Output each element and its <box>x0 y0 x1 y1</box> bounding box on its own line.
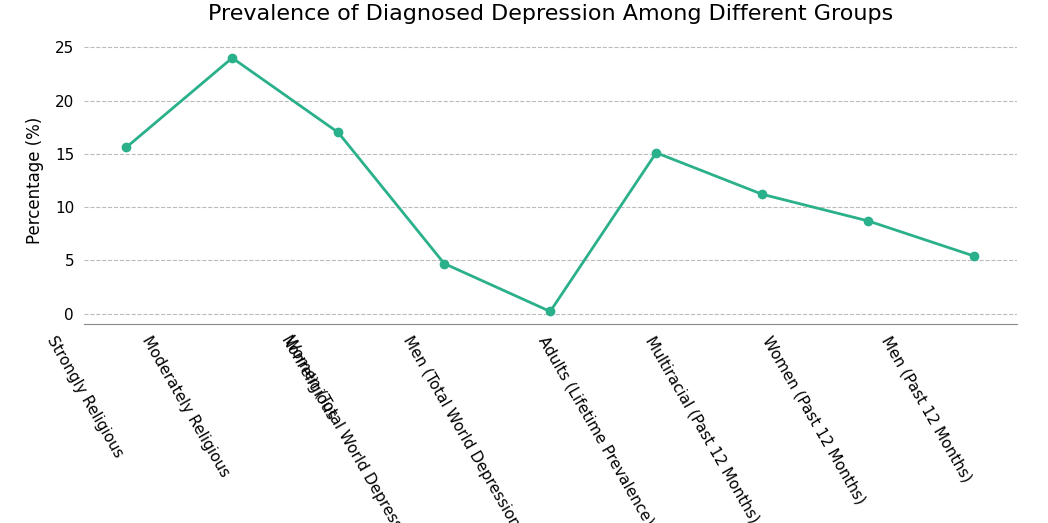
Title: Prevalence of Diagnosed Depression Among Different Groups: Prevalence of Diagnosed Depression Among… <box>208 4 893 24</box>
Y-axis label: Percentage (%): Percentage (%) <box>26 117 44 244</box>
